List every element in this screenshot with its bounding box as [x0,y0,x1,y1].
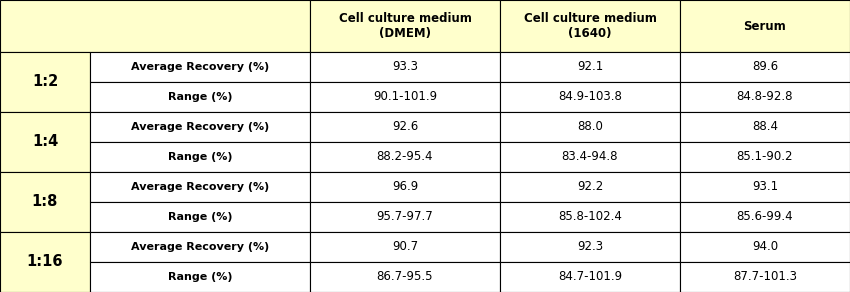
Bar [90,112,310,142]
Text: 93.3: 93.3 [392,60,418,74]
Text: 92.6: 92.6 [392,121,418,133]
Text: 93.1: 93.1 [752,180,778,194]
Text: 84.9-103.8: 84.9-103.8 [558,91,622,103]
Bar [90,52,310,82]
Bar [310,202,500,232]
Text: 1:8: 1:8 [31,194,58,209]
Bar [680,82,850,112]
Bar [90,202,310,232]
Bar [310,52,500,82]
Bar [500,82,680,112]
Text: Average Recovery (%): Average Recovery (%) [131,242,269,252]
Bar [680,232,850,262]
Bar [0,172,90,232]
Bar [500,52,680,82]
Text: Range (%): Range (%) [167,92,232,102]
Text: 83.4-94.8: 83.4-94.8 [562,150,618,164]
Bar [680,172,850,202]
Bar [310,0,500,52]
Text: 92.3: 92.3 [577,241,603,253]
Text: Cell culture medium
(1640): Cell culture medium (1640) [524,11,656,41]
Text: 1:16: 1:16 [26,255,63,270]
Bar [680,262,850,292]
Text: 92.2: 92.2 [577,180,604,194]
Text: 87.7-101.3: 87.7-101.3 [733,270,797,284]
Text: Cell culture medium
(DMEM): Cell culture medium (DMEM) [338,11,472,41]
Text: 84.7-101.9: 84.7-101.9 [558,270,622,284]
Bar [310,112,500,142]
Text: 85.6-99.4: 85.6-99.4 [737,211,793,223]
Text: 92.1: 92.1 [577,60,604,74]
Text: 88.2-95.4: 88.2-95.4 [377,150,434,164]
Bar [500,232,680,262]
Bar [0,52,90,112]
Bar [90,142,310,172]
Text: 94.0: 94.0 [752,241,778,253]
Bar [90,172,310,202]
Bar [680,202,850,232]
Bar [500,172,680,202]
Text: 88.4: 88.4 [752,121,778,133]
Text: 1:2: 1:2 [31,74,58,90]
Bar [680,0,850,52]
Bar [0,232,90,292]
Text: Average Recovery (%): Average Recovery (%) [131,182,269,192]
Bar [310,82,500,112]
Text: 85.8-102.4: 85.8-102.4 [558,211,622,223]
Bar [500,0,680,52]
Text: 1:4: 1:4 [31,135,58,150]
Bar [500,202,680,232]
Bar [0,112,90,172]
Bar [500,112,680,142]
Text: 90.1-101.9: 90.1-101.9 [373,91,437,103]
Text: 84.8-92.8: 84.8-92.8 [737,91,793,103]
Text: Serum: Serum [744,20,786,32]
Bar [680,52,850,82]
Bar [310,172,500,202]
Text: Range (%): Range (%) [167,272,232,282]
Bar [90,232,310,262]
Bar [0,0,310,52]
Bar [500,262,680,292]
Bar [310,262,500,292]
Text: Range (%): Range (%) [167,152,232,162]
Bar [90,262,310,292]
Text: 95.7-97.7: 95.7-97.7 [377,211,434,223]
Bar [680,112,850,142]
Text: 96.9: 96.9 [392,180,418,194]
Bar [500,142,680,172]
Text: 90.7: 90.7 [392,241,418,253]
Bar [680,142,850,172]
Text: 85.1-90.2: 85.1-90.2 [737,150,793,164]
Bar [310,232,500,262]
Text: Average Recovery (%): Average Recovery (%) [131,62,269,72]
Text: 86.7-95.5: 86.7-95.5 [377,270,434,284]
Text: 89.6: 89.6 [752,60,778,74]
Text: 88.0: 88.0 [577,121,603,133]
Text: Average Recovery (%): Average Recovery (%) [131,122,269,132]
Bar [310,142,500,172]
Text: Range (%): Range (%) [167,212,232,222]
Bar [90,82,310,112]
